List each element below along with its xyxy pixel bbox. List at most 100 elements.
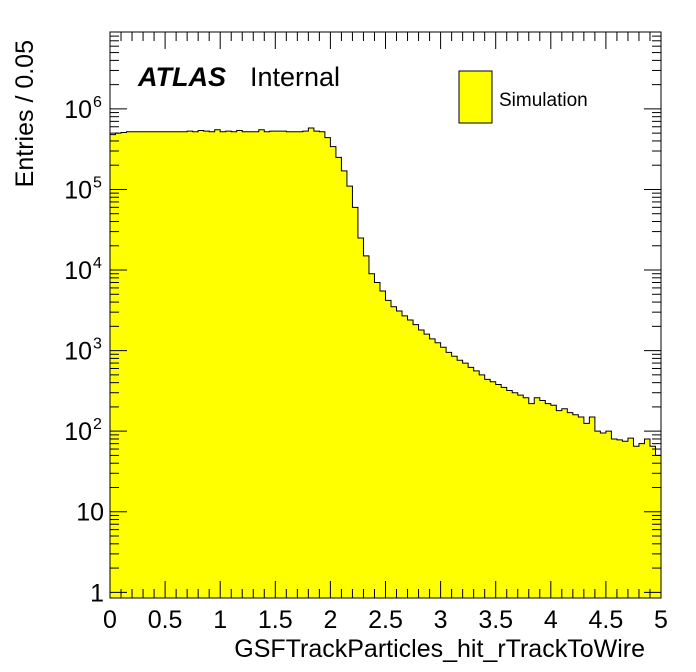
histogram-bin — [605, 431, 612, 598]
histogram-bin — [346, 186, 353, 598]
histogram-bin — [209, 131, 216, 598]
legend: Simulation — [458, 70, 588, 124]
histogram-bin — [143, 131, 149, 598]
histogram-bin — [457, 360, 464, 598]
histogram-bin — [341, 170, 348, 598]
histogram-bin — [181, 131, 188, 598]
x-tick-label: 3 — [434, 606, 448, 634]
histogram-bin — [253, 131, 260, 598]
histogram-bin — [446, 352, 453, 598]
x-axis-label: GSFTrackParticles_hit_rTrackToWire — [234, 635, 645, 663]
histogram-bin — [523, 397, 530, 598]
atlas-label: ATLAS — [137, 62, 226, 92]
histogram-outline — [109, 127, 662, 598]
histogram-bin — [479, 374, 486, 598]
histogram-bin — [611, 438, 618, 598]
histogram-bin — [319, 131, 326, 598]
y-tick-exponent: 6 — [93, 94, 102, 111]
histogram-bin — [462, 363, 469, 598]
x-tick-label: 0.5 — [148, 606, 183, 634]
histogram-bin — [302, 131, 309, 598]
histogram-bin — [429, 338, 436, 598]
histogram-bin — [374, 282, 381, 598]
histogram-bin — [545, 403, 552, 598]
x-tick-label: 0 — [103, 606, 117, 634]
histogram-bin — [413, 324, 419, 598]
histogram-bin — [616, 439, 623, 598]
histogram-bin — [440, 347, 447, 598]
histogram-bin — [385, 300, 392, 598]
y-tick-label: 10 — [76, 499, 104, 527]
x-tick-label: 1 — [213, 606, 227, 634]
histogram-bin — [506, 390, 513, 598]
histogram-bin — [379, 290, 386, 598]
histogram-bin — [644, 438, 651, 598]
histogram-bin — [578, 416, 585, 598]
histogram-bin — [313, 131, 320, 598]
histogram-bin — [594, 431, 601, 598]
x-axis-ticks: 0 0.5 1 1.5 2 2.5 3 3.5 4 4.5 5 — [103, 32, 668, 634]
x-tick-label: 5 — [654, 606, 668, 634]
histogram-bin — [528, 403, 535, 598]
histogram-bin — [396, 311, 403, 598]
x-tick-label: 2.5 — [368, 606, 403, 634]
histogram-bin — [556, 410, 563, 598]
x-tick-label: 4.5 — [589, 606, 624, 634]
x-tick-label: 1.5 — [258, 606, 293, 634]
y-tick-label: 1 — [90, 579, 104, 607]
histogram-bin — [236, 130, 243, 598]
histogram-bin — [484, 379, 491, 598]
histogram-bin — [115, 133, 122, 598]
y-tick-label: 10 — [64, 176, 92, 204]
histogram-bin — [600, 432, 607, 598]
histogram-bin — [308, 127, 315, 598]
histogram-bin — [363, 255, 370, 598]
histogram-bin — [567, 412, 574, 598]
legend-swatch — [458, 70, 493, 124]
histogram-bin — [264, 131, 271, 598]
histogram-bin — [198, 130, 205, 598]
y-tick-label: 10 — [64, 96, 92, 124]
histogram-bin — [110, 134, 116, 599]
histogram-bin — [291, 131, 298, 598]
y-tick-exponent: 2 — [93, 416, 102, 433]
histogram-bin — [561, 408, 568, 598]
y-tick-label: 10 — [64, 418, 92, 446]
y-tick-exponent: 3 — [93, 336, 102, 353]
y-tick-label: 10 — [64, 257, 92, 285]
histogram-bin — [330, 146, 337, 598]
y-axis-label: Entries / 0.05 — [11, 40, 39, 187]
histogram-bin — [539, 400, 546, 598]
histogram-bin — [638, 443, 645, 598]
histogram-bin — [170, 131, 177, 598]
histogram-bin — [203, 131, 210, 598]
histogram-bin — [126, 131, 133, 598]
histogram-bin — [495, 384, 502, 598]
x-tick-label: 2 — [323, 606, 337, 634]
histogram-bin — [242, 131, 249, 598]
histogram-bin — [225, 131, 232, 598]
histogram-bin — [280, 131, 287, 598]
histogram-bin — [424, 334, 430, 598]
histogram-bin — [633, 446, 640, 598]
histogram-bin — [148, 131, 155, 598]
histogram-bin — [622, 441, 629, 598]
histogram-bin — [357, 237, 364, 599]
histogram-bin — [121, 132, 127, 598]
histogram-bin — [517, 395, 524, 598]
y-tick-label: 10 — [64, 338, 92, 366]
histogram-bin — [247, 131, 254, 598]
histogram-bin — [550, 405, 557, 598]
y-tick-exponent: 5 — [93, 174, 102, 191]
histogram-bin — [214, 129, 221, 598]
histogram-bin — [335, 157, 342, 598]
histogram-bin — [468, 367, 475, 598]
histogram-bin — [192, 131, 199, 598]
histogram-bin — [391, 306, 397, 598]
x-tick-label: 4 — [544, 606, 558, 634]
histogram-bin — [286, 131, 293, 598]
histogram-bin — [473, 370, 480, 598]
histogram-bin — [231, 131, 238, 598]
